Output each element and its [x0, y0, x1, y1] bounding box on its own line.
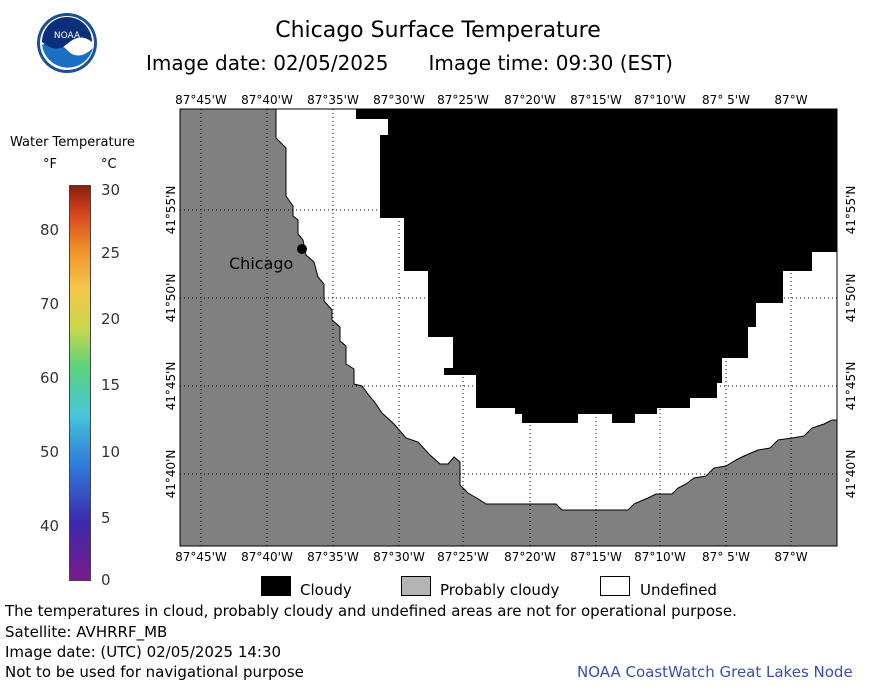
f-tick: 80 — [40, 221, 60, 239]
lon-label: 87° 5'W — [702, 550, 750, 564]
lat-label: 41°50'N — [164, 274, 178, 323]
lon-label: 87°25'W — [437, 93, 489, 107]
footer-satellite: Satellite: AVHRRF_MB — [5, 623, 168, 641]
lon-label: 87°35'W — [307, 93, 359, 107]
lat-label: 41°50'N — [844, 274, 858, 323]
lon-label: 87°10'W — [634, 93, 686, 107]
lon-labels-bottom: 87°45'W 87°40'W 87°35'W 87°30'W 87°25'W … — [175, 550, 808, 564]
lat-labels-left: 41°55'N 41°50'N 41°45'N 41°40'N — [164, 186, 178, 499]
lon-label: 87°40'W — [241, 93, 293, 107]
colorbar-title: Water Temperature — [10, 135, 135, 150]
legend-swatch-probably-cloudy — [401, 576, 431, 596]
c-tick: 5 — [101, 509, 111, 527]
lon-label: 87°30'W — [373, 550, 425, 564]
c-tick: 20 — [101, 310, 121, 328]
colorbar-unit-c: °C — [101, 157, 117, 172]
image-time-label: Image time: 09:30 (EST) — [428, 51, 673, 75]
legend-label-probably-cloudy: Probably cloudy — [440, 581, 560, 599]
lon-label: 87°25'W — [437, 550, 489, 564]
map-land-area — [179, 108, 838, 547]
legend-label-cloudy: Cloudy — [300, 581, 352, 599]
lat-label: 41°45'N — [164, 362, 178, 411]
f-tick: 70 — [40, 295, 60, 313]
logo-text: NOAA — [54, 31, 81, 41]
lon-label: 87°20'W — [504, 550, 556, 564]
lon-label: 87°W — [774, 93, 807, 107]
colorbar-unit-f: °F — [43, 157, 57, 172]
lon-label: 87°15'W — [570, 550, 622, 564]
lon-label: 87°W — [774, 550, 807, 564]
footer-navigation-warning: Not to be used for navigational purpose — [5, 663, 304, 681]
c-tick: 30 — [101, 181, 121, 199]
lon-label: 87°40'W — [241, 550, 293, 564]
c-tick: 0 — [101, 571, 111, 589]
image-datetime: Image date: 02/05/2025 Image time: 09:30 … — [146, 51, 673, 75]
c-tick: 15 — [101, 376, 121, 394]
map-graticule — [180, 109, 837, 546]
lat-label: 41°45'N — [844, 362, 858, 411]
colorbar — [69, 185, 91, 581]
page-title: Chicago Surface Temperature — [275, 18, 601, 43]
lat-label: 41°40'N — [844, 450, 858, 499]
noaa-logo-icon: NOAA — [37, 13, 97, 73]
lon-label: 87°45'W — [175, 550, 227, 564]
map-frame — [179, 108, 838, 547]
image-date-label: Image date: 02/05/2025 — [146, 51, 389, 75]
footer-disclaimer: The temperatures in cloud, probably clou… — [5, 602, 737, 620]
chicago-marker-icon — [297, 244, 307, 254]
chicago-label: Chicago — [229, 254, 293, 273]
footer-utc-date: Image date: (UTC) 02/05/2025 14:30 — [5, 643, 282, 661]
c-tick: 25 — [101, 244, 121, 262]
lat-label: 41°55'N — [164, 186, 178, 235]
lon-label: 87°45'W — [175, 93, 227, 107]
f-tick: 40 — [40, 517, 60, 535]
lon-label: 87°30'W — [373, 93, 425, 107]
lon-label: 87° 5'W — [702, 93, 750, 107]
lat-label: 41°55'N — [844, 186, 858, 235]
f-tick: 50 — [40, 443, 60, 461]
c-tick: 10 — [101, 443, 121, 461]
lon-label: 87°20'W — [504, 93, 556, 107]
lon-label: 87°15'W — [570, 93, 622, 107]
lat-label: 41°40'N — [164, 450, 178, 499]
legend-swatch-undefined — [600, 576, 630, 596]
f-tick: 60 — [40, 369, 60, 387]
legend-label-undefined: Undefined — [640, 581, 717, 599]
lon-label: 87°10'W — [634, 550, 686, 564]
lon-labels-top: 87°45'W 87°40'W 87°35'W 87°30'W 87°25'W … — [175, 93, 808, 107]
footer-credit: NOAA CoastWatch Great Lakes Node — [577, 663, 853, 681]
lon-label: 87°35'W — [307, 550, 359, 564]
legend-swatch-cloudy — [261, 576, 291, 596]
lat-labels-right: 41°55'N 41°50'N 41°45'N 41°40'N — [844, 186, 858, 499]
